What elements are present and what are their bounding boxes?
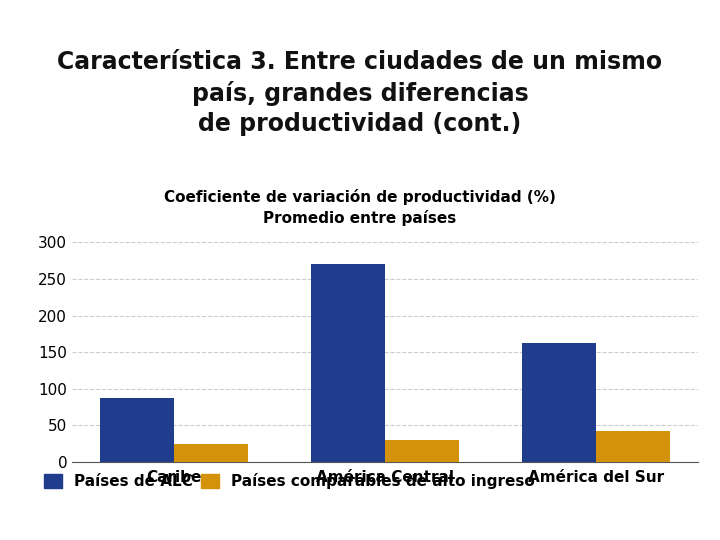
Text: Coeficiente de variación de productividad (%)
Promedio entre países: Coeficiente de variación de productivida… [164, 189, 556, 226]
Bar [596, 431, 670, 462]
Bar [311, 264, 385, 462]
Text: Característica 3. Entre ciudades de un mismo
país, grandes diferencias
de produc: Característica 3. Entre ciudades de un m… [58, 50, 662, 136]
Bar [101, 397, 174, 462]
Bar [174, 444, 248, 462]
Bar [385, 440, 459, 462]
Bar [522, 343, 596, 462]
Legend: Países de ALC, Países comparables de alto ingreso: Países de ALC, Países comparables de alt… [44, 473, 535, 489]
